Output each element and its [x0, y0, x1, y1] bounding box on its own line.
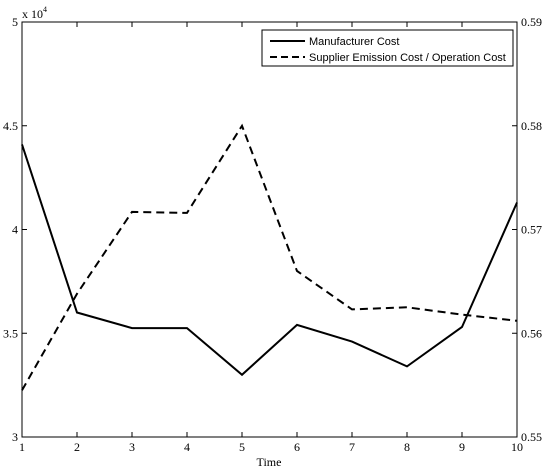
- x-tick-label: 2: [74, 440, 80, 454]
- series-line-supplier-emission-cost: [21, 123, 518, 391]
- x-axis: 1 2 3 4 5 6 7 8 9 10: [19, 22, 523, 454]
- series-layer: [21, 123, 518, 391]
- x-tick-label: 6: [294, 440, 300, 454]
- left-tick-label: 4.5: [3, 119, 18, 133]
- x-tick-label: 4: [184, 440, 190, 454]
- x-tick-label: 1: [19, 440, 25, 454]
- left-tick-label: 3.5: [3, 326, 18, 340]
- right-y-axis: 0.55 0.56 0.57 0.58 0.59: [512, 15, 542, 444]
- legend-label-manufacturer: Manufacturer Cost: [309, 36, 399, 48]
- x-tick-label: 5: [239, 440, 245, 454]
- x-tick-label: 9: [459, 440, 465, 454]
- right-tick-label: 0.56: [521, 326, 542, 340]
- x-tick-label: 7: [349, 440, 355, 454]
- x-axis-label: Time: [257, 455, 282, 469]
- right-tick-label: 0.59: [521, 15, 542, 29]
- plot-area: [21, 21, 518, 438]
- right-tick-label: 0.58: [521, 119, 542, 133]
- series-line-manufacturer-cost: [21, 144, 518, 377]
- x-tick-label: 3: [129, 440, 135, 454]
- right-tick-label: 0.57: [521, 223, 542, 237]
- left-tick-label: 4: [12, 223, 18, 237]
- left-tick-label: 5: [12, 15, 18, 29]
- legend-box: [261, 29, 514, 67]
- x-tick-label: 8: [404, 440, 410, 454]
- legend: Manufacturer Cost Supplier Emission Cost…: [261, 29, 514, 67]
- left-tick-label: 3: [12, 430, 18, 444]
- right-tick-label: 0.55: [521, 430, 542, 444]
- left-axis-exponent: x 104: [22, 5, 47, 21]
- legend-label-supplier: Supplier Emission Cost / Operation Cost: [309, 52, 506, 64]
- left-y-axis: 3 3.5 4 4.5 5: [3, 15, 27, 444]
- x-tick-label: 10: [511, 440, 523, 454]
